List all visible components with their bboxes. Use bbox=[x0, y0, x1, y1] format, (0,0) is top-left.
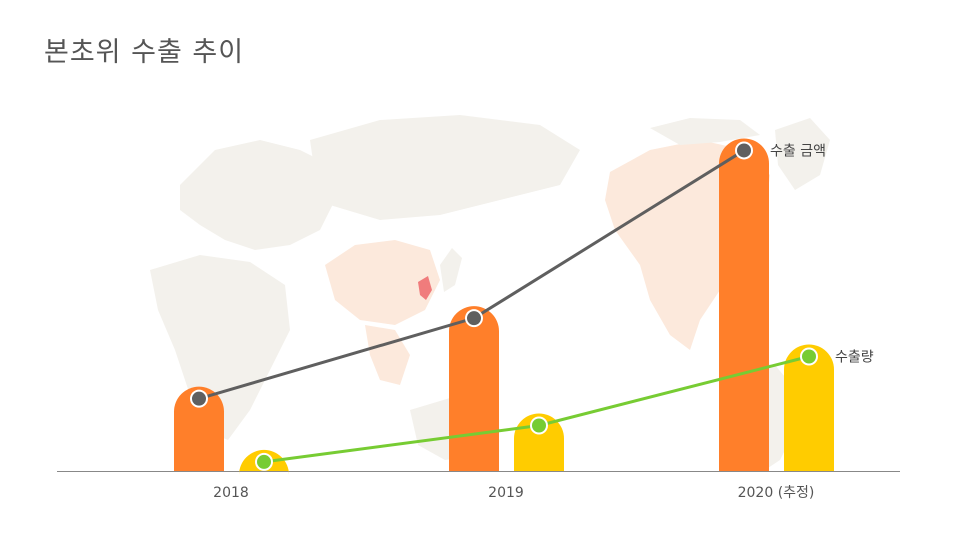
series-label-s0: 수출 금액 bbox=[770, 143, 826, 159]
bar-s0-1 bbox=[449, 306, 499, 471]
x-tick-2: 2020 (추정) bbox=[738, 485, 815, 501]
series-label-s1: 수출량 bbox=[835, 350, 874, 366]
point-s0-1 bbox=[467, 311, 481, 326]
map-greenland bbox=[775, 118, 830, 190]
point-s0-2 bbox=[737, 143, 751, 158]
map-china bbox=[325, 240, 440, 325]
bar-s0-2 bbox=[719, 138, 769, 472]
map-korea bbox=[418, 276, 432, 300]
point-s1-0 bbox=[257, 454, 271, 469]
map-north-asia bbox=[310, 115, 580, 220]
x-tick-1: 2019 bbox=[488, 485, 524, 501]
world-map-background bbox=[150, 115, 830, 470]
bar-s1-2 bbox=[784, 344, 834, 471]
point-s1-1 bbox=[532, 418, 546, 433]
chart-title: 본초위 수출 추이 bbox=[44, 37, 245, 68]
map-southeast-asia bbox=[365, 325, 410, 385]
x-tick-0: 2018 bbox=[213, 485, 249, 501]
map-europe bbox=[180, 140, 335, 250]
bar-s0-0 bbox=[174, 386, 224, 471]
point-s1-2 bbox=[802, 349, 816, 364]
map-japan bbox=[440, 248, 462, 292]
map-africa bbox=[150, 255, 290, 440]
map-arctic-islands bbox=[650, 118, 760, 145]
point-s0-0 bbox=[192, 391, 206, 406]
